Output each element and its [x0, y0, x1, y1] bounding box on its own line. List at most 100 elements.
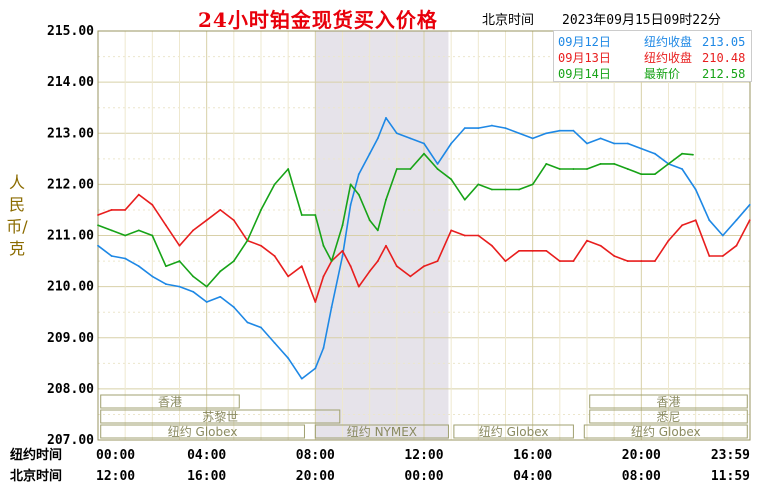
x-tick-label: 04:00 [513, 469, 552, 484]
data-point [450, 178, 453, 181]
data-point [423, 152, 425, 155]
plot-frame [97, 30, 751, 441]
data-point [341, 255, 344, 257]
update-timestamp: 2023年09月15日09时22分 [562, 13, 721, 28]
data-point [192, 229, 194, 232]
data-point [376, 137, 379, 140]
data-point [721, 255, 724, 257]
data-point [450, 142, 453, 145]
y-tick-label: 209.00 [47, 331, 94, 346]
session-box [589, 409, 748, 424]
data-point [192, 290, 194, 293]
legend-entry-0913: 09月13日 纽约收盘 210.48 [558, 49, 745, 66]
data-point [409, 275, 412, 278]
data-point [357, 173, 360, 176]
session-box [100, 394, 240, 409]
data-point [477, 183, 480, 186]
data-point [273, 183, 276, 186]
data-point [463, 234, 466, 237]
data-point [192, 275, 194, 278]
data-point [654, 173, 656, 176]
x-tick-label: 08:00 [622, 469, 661, 484]
data-point [463, 127, 466, 130]
data-point [558, 260, 561, 262]
x-tick-label: 20:00 [622, 448, 661, 463]
data-point [165, 265, 167, 268]
data-point [376, 229, 379, 232]
data-point [586, 168, 588, 170]
data-point [518, 188, 520, 191]
session-label: 纽约 Globex [631, 424, 701, 439]
data-point [246, 321, 249, 324]
x-tick-label: 23:59 [711, 448, 750, 463]
data-point [735, 219, 738, 222]
data-point [124, 257, 127, 260]
data-point [409, 137, 412, 140]
data-point [748, 219, 751, 222]
chart-title: 24小时铂金现货买入价格 [198, 8, 438, 32]
data-point [613, 163, 616, 165]
y-tick-label: 215.00 [47, 24, 94, 39]
x-tick-label: 20:00 [296, 469, 335, 484]
data-point [385, 117, 387, 119]
data-point [260, 209, 262, 211]
data-point [708, 255, 711, 257]
data-point [232, 260, 235, 262]
data-point [260, 326, 262, 329]
x-tick-label: 16:00 [187, 469, 226, 484]
data-point [205, 219, 208, 222]
data-point [491, 188, 493, 191]
data-point [219, 209, 222, 211]
data-point [232, 219, 235, 222]
x-tick-label: 00:00 [96, 448, 135, 463]
series-line-09月13日 [97, 193, 751, 303]
data-point [97, 214, 99, 216]
data-point [322, 347, 325, 349]
x-row-label: 北京时间 [10, 468, 62, 484]
data-point [477, 127, 480, 130]
data-point [151, 203, 154, 206]
data-point [450, 229, 453, 232]
data-point [558, 168, 561, 170]
data-point [545, 249, 548, 252]
data-point [137, 265, 140, 268]
data-point [572, 260, 575, 262]
data-point [504, 188, 507, 191]
data-point [124, 209, 127, 211]
session-label: 纽约 NYMEX [347, 424, 417, 439]
data-point [599, 137, 602, 140]
data-point [491, 124, 493, 127]
y-axis-label: 人民币/克 [6, 173, 28, 258]
legend-value: 212.58 [702, 67, 746, 81]
data-point [395, 265, 398, 268]
data-point [110, 229, 113, 232]
data-point [599, 244, 602, 247]
data-point [436, 260, 439, 262]
data-point [314, 301, 317, 303]
y-tick-label: 208.00 [47, 382, 94, 397]
data-point [151, 275, 154, 278]
data-point [531, 137, 534, 140]
data-point [368, 152, 371, 155]
data-point [273, 341, 276, 344]
data-point [368, 270, 371, 273]
session-box [583, 424, 748, 439]
data-point [395, 132, 398, 135]
data-point [287, 357, 290, 360]
data-point [477, 234, 480, 237]
legend-label: 纽约收盘 [644, 35, 693, 49]
data-point [586, 239, 588, 242]
data-point [681, 224, 683, 227]
data-point [681, 152, 683, 155]
data-point [626, 260, 629, 262]
legend: 09月12日 纽约收盘 213.05 09月13日 纽约收盘 210.48 09月14日… [553, 30, 752, 82]
data-point [531, 183, 534, 186]
data-point [330, 260, 333, 262]
data-point [110, 255, 113, 257]
data-point [314, 367, 317, 370]
data-point [640, 173, 643, 176]
data-point [572, 168, 575, 170]
x-tick-label: 11:59 [711, 469, 750, 484]
y-tick-label: 214.00 [47, 75, 94, 90]
data-point [97, 224, 99, 227]
